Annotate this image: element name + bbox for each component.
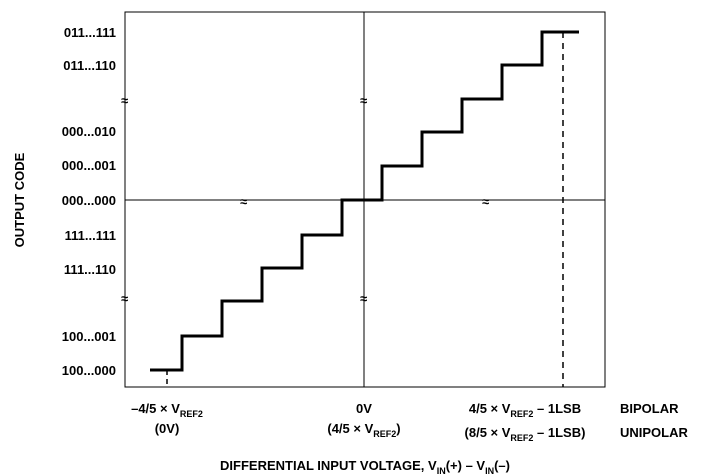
y-tick-label: 000...010	[62, 124, 116, 139]
break-left-bottom: ≈	[121, 291, 128, 306]
y-axis-label: OUTPUT CODE	[12, 152, 27, 247]
x-tick-right-unipolar: (8/5 × VREF2 – 1LSB)	[465, 425, 586, 443]
x-tick-center-unipolar: (4/5 × VREF2)	[327, 421, 400, 439]
y-tick-label: 011...110	[63, 58, 116, 73]
transfer-staircase	[150, 30, 579, 372]
y-tick-label: 011...111	[64, 25, 116, 40]
break-axis-left: ≈	[240, 194, 247, 209]
y-tick-label: 000...001	[62, 158, 116, 173]
unipolar-label: UNIPOLAR	[620, 425, 689, 440]
y-tick-label: 000...000	[62, 193, 116, 208]
x-tick-center: 0V	[356, 401, 372, 416]
x-axis-label: DIFFERENTIAL INPUT VOLTAGE, VIN(+) – VIN…	[220, 458, 510, 475]
break-axis-right: ≈	[482, 194, 489, 209]
bipolar-label: BIPOLAR	[620, 401, 679, 416]
y-tick-label: 111...110	[64, 262, 116, 277]
y-tick-label: 100...001	[62, 329, 116, 344]
x-tick-right: 4/5 × VREF2 – 1LSB	[469, 401, 581, 419]
y-tick-label: 111...111	[65, 228, 116, 243]
break-center-top: ≈	[360, 93, 367, 108]
x-tick-left: –4/5 × VREF2	[131, 401, 203, 419]
x-tick-left-unipolar: (0V)	[155, 421, 180, 436]
break-left-top: ≈	[121, 93, 128, 108]
break-center-bottom: ≈	[360, 291, 367, 306]
y-tick-label: 100...000	[62, 363, 116, 378]
